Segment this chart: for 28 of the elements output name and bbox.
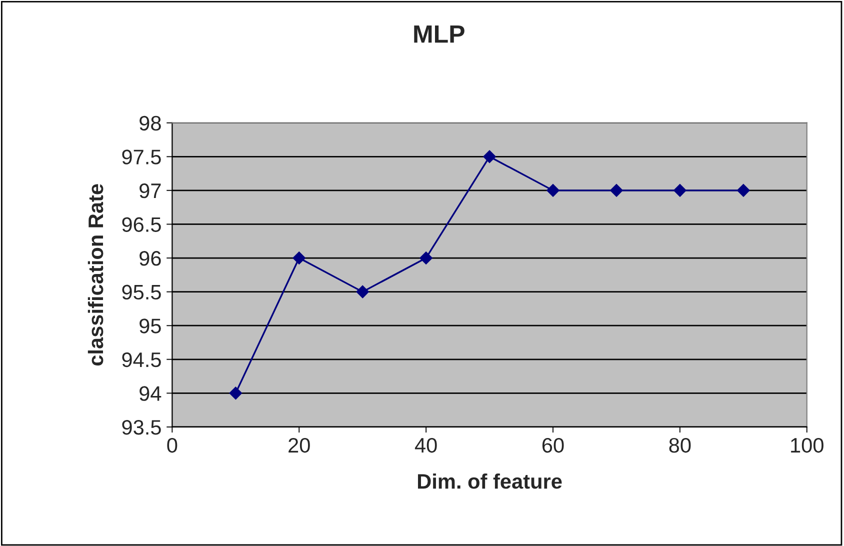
point xyxy=(229,386,242,400)
y-tick-label: 95 xyxy=(140,318,161,334)
y-tick-label: 98 xyxy=(140,116,161,131)
point xyxy=(610,184,623,197)
y-tick-label: 94 xyxy=(140,386,162,401)
x-tick-label: 100 xyxy=(791,438,824,453)
x-tick-label: 80 xyxy=(669,438,691,453)
point xyxy=(292,252,306,264)
point xyxy=(736,184,750,197)
y-tick-label: 96 xyxy=(140,251,161,266)
x-tick-label: 20 xyxy=(288,438,310,453)
y-tick-label: 94.5 xyxy=(122,352,161,368)
y-tick-label: 95.5 xyxy=(122,284,161,300)
y-axis-title: classification Rate xyxy=(88,184,104,366)
point xyxy=(420,252,432,264)
y-tick-label: 93.5 xyxy=(122,420,161,435)
x-tick-label: 40 xyxy=(414,438,437,453)
point xyxy=(546,184,560,197)
x-axis-title: Dim. of feature xyxy=(418,473,562,489)
y-tick-label: 96.5 xyxy=(122,217,161,232)
x-tick-label: 0 xyxy=(167,438,178,453)
point xyxy=(356,285,369,298)
point xyxy=(483,150,496,164)
y-tick-label: 97 xyxy=(140,183,161,198)
chart-title: MLP xyxy=(414,25,464,43)
x-tick-label: 60 xyxy=(542,438,564,453)
point xyxy=(674,184,686,197)
y-tick-label: 97.5 xyxy=(122,150,161,164)
